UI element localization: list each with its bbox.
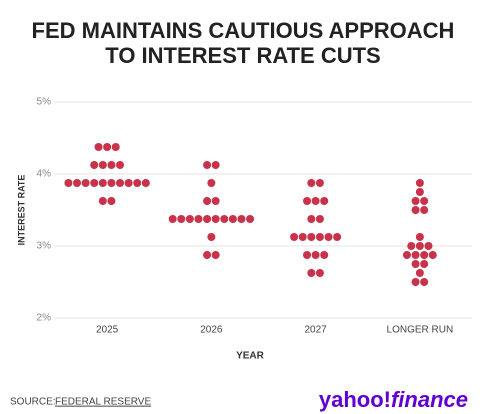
dot bbox=[111, 143, 120, 151]
dot bbox=[420, 197, 429, 205]
dot bbox=[315, 215, 324, 223]
dot bbox=[194, 215, 203, 223]
dot bbox=[81, 179, 90, 187]
dot bbox=[185, 215, 194, 223]
dot bbox=[303, 251, 312, 259]
dot bbox=[98, 161, 107, 169]
chart-title: TO INTEREST RATE CUTS bbox=[105, 43, 380, 68]
dot bbox=[203, 251, 212, 259]
dot bbox=[315, 179, 324, 187]
dot bbox=[211, 197, 220, 205]
dot bbox=[428, 251, 437, 259]
dot bbox=[290, 233, 299, 241]
dot bbox=[228, 215, 237, 223]
dot bbox=[407, 242, 416, 250]
dot bbox=[246, 215, 255, 223]
dot bbox=[307, 233, 316, 241]
dot bbox=[402, 251, 411, 259]
dot bbox=[116, 161, 125, 169]
dot bbox=[133, 179, 142, 187]
dot bbox=[420, 278, 429, 286]
dot bbox=[420, 260, 429, 268]
dot bbox=[415, 242, 424, 250]
y-tick-label: 5% bbox=[37, 97, 52, 108]
dot bbox=[211, 215, 220, 223]
dot bbox=[415, 179, 424, 187]
dot bbox=[333, 233, 342, 241]
dot bbox=[307, 215, 316, 223]
dot bbox=[220, 215, 229, 223]
dot bbox=[424, 242, 433, 250]
dot bbox=[411, 278, 420, 286]
x-tick-label: 2025 bbox=[96, 325, 119, 336]
dot bbox=[203, 161, 212, 169]
y-tick-label: 4% bbox=[37, 169, 52, 180]
dot bbox=[203, 215, 212, 223]
dot bbox=[415, 269, 424, 277]
dot bbox=[311, 197, 320, 205]
dot bbox=[203, 197, 212, 205]
dot bbox=[94, 143, 103, 151]
dot bbox=[237, 215, 246, 223]
dot bbox=[207, 233, 216, 241]
dot bbox=[298, 233, 307, 241]
dot bbox=[311, 251, 320, 259]
dot bbox=[415, 233, 424, 241]
dot bbox=[64, 179, 73, 187]
brand-finance: finance bbox=[391, 387, 468, 412]
dot bbox=[107, 161, 116, 169]
dot bbox=[107, 179, 116, 187]
dot bbox=[116, 179, 125, 187]
dot bbox=[177, 215, 186, 223]
dot bbox=[98, 197, 107, 205]
brand: yahoo!finance bbox=[319, 387, 468, 412]
dot bbox=[211, 161, 220, 169]
dot bbox=[90, 161, 99, 169]
dot bbox=[411, 206, 420, 214]
dot bbox=[107, 197, 116, 205]
dot bbox=[315, 269, 324, 277]
dot bbox=[207, 179, 216, 187]
dot bbox=[315, 233, 324, 241]
dot bbox=[411, 251, 420, 259]
dot bbox=[103, 143, 112, 151]
dot bbox=[168, 215, 177, 223]
y-axis-label: INTEREST RATE bbox=[16, 175, 26, 246]
dot bbox=[411, 260, 420, 268]
source: FEDERAL RESERVE bbox=[55, 397, 151, 408]
dot bbox=[307, 269, 316, 277]
dot bbox=[320, 197, 329, 205]
dot bbox=[324, 233, 333, 241]
x-tick-label: 2027 bbox=[305, 325, 328, 336]
dot bbox=[98, 179, 107, 187]
y-tick-label: 3% bbox=[37, 241, 52, 252]
y-tick-label: 2% bbox=[37, 313, 52, 324]
dot bbox=[307, 179, 316, 187]
source-prefix: SOURCE: bbox=[10, 397, 56, 408]
dot bbox=[420, 206, 429, 214]
x-tick-label: LONGER RUN bbox=[387, 325, 454, 336]
dot bbox=[320, 251, 329, 259]
brand-yahoo: yahoo! bbox=[319, 387, 391, 412]
dot bbox=[411, 197, 420, 205]
dot bbox=[90, 179, 99, 187]
x-axis-label: YEAR bbox=[236, 351, 265, 362]
dot bbox=[73, 179, 82, 187]
dot bbox=[141, 179, 150, 187]
dot bbox=[420, 251, 429, 259]
dot bbox=[211, 251, 220, 259]
dot bbox=[124, 179, 133, 187]
chart-title: FED MAINTAINS CAUTIOUS APPROACH bbox=[32, 18, 455, 43]
dot bbox=[303, 197, 312, 205]
dot bbox=[415, 188, 424, 196]
x-tick-label: 2026 bbox=[200, 325, 223, 336]
